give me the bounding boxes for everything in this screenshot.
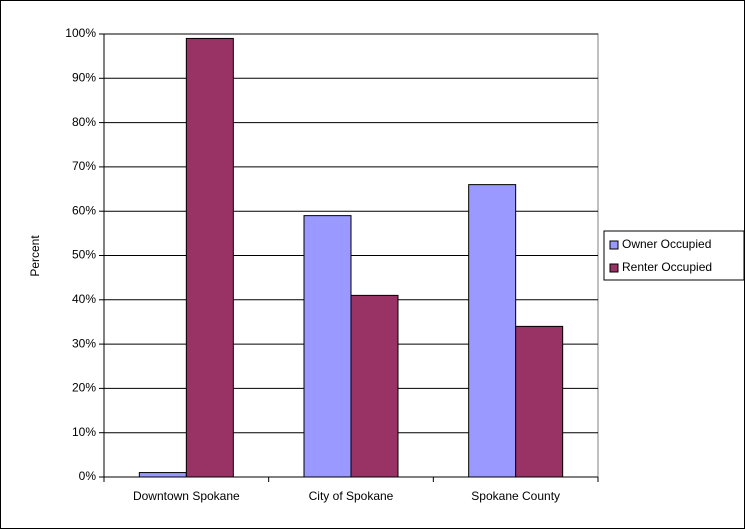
x-tick-label: City of Spokane <box>309 489 394 503</box>
bar <box>303 215 352 478</box>
y-tick-label: 30% <box>72 336 96 350</box>
y-tick-label: 40% <box>72 292 96 306</box>
y-tick-label: 60% <box>72 203 96 217</box>
x-tick-label: Spokane County <box>471 489 560 503</box>
legend-swatch <box>609 240 619 250</box>
bar <box>138 472 187 478</box>
legend-box <box>603 230 745 281</box>
y-tick-label: 10% <box>72 425 96 439</box>
legend-label: Owner Occupied <box>622 237 711 251</box>
x-tick-label: Downtown Spokane <box>133 489 240 503</box>
y-tick-label: 70% <box>72 159 96 173</box>
y-tick-label: 90% <box>72 70 96 84</box>
y-tick-label: 20% <box>72 381 96 395</box>
legend-swatch <box>609 263 619 273</box>
bar <box>468 184 517 478</box>
y-tick-label: 80% <box>72 115 96 129</box>
y-tick-label: 100% <box>65 26 96 40</box>
bar <box>350 294 399 478</box>
y-tick-label: 0% <box>79 469 97 483</box>
legend-label: Renter Occupied <box>622 260 712 274</box>
y-axis-label: Percent <box>28 235 42 277</box>
bar <box>185 37 234 478</box>
y-tick-label: 50% <box>72 248 96 262</box>
bar <box>515 325 564 478</box>
